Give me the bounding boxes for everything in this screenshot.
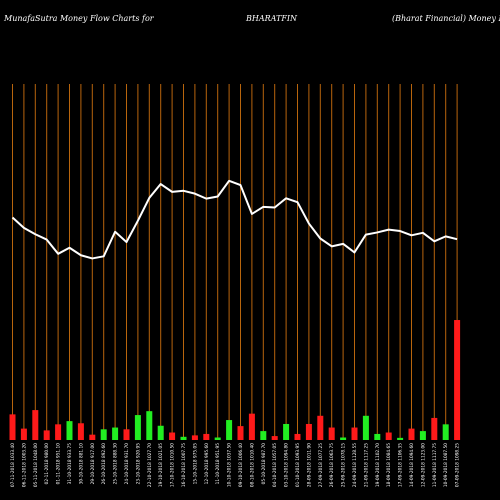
x-tick-label: 29-10-2018 917.00 (90, 443, 96, 485)
x-tick-label: 03-10-2018 1094.80 (284, 443, 290, 487)
x-tick-label: 24-09-2018 1128.55 (352, 443, 358, 487)
money-flow-bars (9, 320, 461, 440)
x-tick-label: 01-11-2018 951.10 (56, 443, 62, 485)
money-flow-bar (305, 423, 312, 440)
x-tick-label: 17-09-2018 1106.35 (398, 443, 404, 487)
money-flow-bar (146, 411, 153, 440)
money-flow-bar (408, 428, 415, 440)
money-flow-bar (89, 434, 96, 440)
x-tick-label: 08-10-2018 1010.40 (249, 443, 255, 487)
price-line (11, 179, 458, 260)
money-flow-bar (362, 415, 369, 440)
x-tick-label: 25-09-2018 1078.15 (341, 443, 347, 487)
x-tick-label: 14-09-2018 1094.60 (409, 443, 415, 487)
money-flow-bar (100, 429, 107, 440)
money-flow-bar (374, 433, 381, 440)
money-flow-bar (328, 427, 335, 440)
money-flow-bar (397, 437, 404, 440)
x-tick-label: 06-11-2018 1003.20 (21, 443, 27, 487)
x-tick-label: 01-10-2018 1093.95 (295, 443, 301, 487)
money-flow-bar (169, 432, 176, 440)
x-tick-label: 10-10-2018 1037.50 (227, 443, 233, 487)
money-flow-bar (112, 427, 119, 440)
x-tick-label: 26-10-2018 892.60 (101, 443, 107, 485)
x-tick-label: 21-09-2018 1117.25 (363, 443, 369, 487)
x-tick-label: 05-10-2018 987.70 (261, 443, 267, 485)
x-tick-label: 15-10-2018 975.05 (192, 443, 198, 485)
price-line-layer (11, 179, 458, 260)
x-tick-label: 27-09-2018 1077.25 (318, 443, 324, 487)
x-tick-label: 12-10-2018 995.60 (204, 443, 210, 485)
money-flow-bar (20, 428, 27, 440)
money-flow-bar (419, 431, 426, 440)
x-tick-label: 10-09-2018 1087.50 (443, 443, 449, 487)
x-tick-label: 19-10-2018 1021.05 (158, 443, 164, 487)
x-tick-label: 11-10-2018 951.95 (215, 443, 221, 485)
money-flow-bar (43, 430, 50, 440)
money-flow-bar (134, 415, 141, 440)
money-flow-bar (294, 433, 301, 440)
money-flow-bar (226, 420, 233, 440)
money-flow-bar (271, 436, 278, 440)
x-tick-label: 09-10-2018 1006.40 (238, 443, 244, 487)
company-title: (Bharat Financial) Money Flow (392, 14, 500, 23)
x-tick-label: 16-10-2018 1007.75 (181, 443, 187, 487)
x-tick-label: 17-10-2018 1010.50 (170, 443, 176, 487)
money-flow-bar (237, 426, 244, 440)
symbol-title: BHARATFIN (245, 14, 298, 23)
money-flow-bar (454, 320, 461, 440)
money-flow-bar (180, 436, 187, 440)
gridlines (12, 84, 458, 440)
money-flow-bar (248, 413, 255, 440)
money-flow-bar (340, 437, 347, 440)
money-flow-bar (442, 424, 449, 440)
x-tick-label: 05-11-2018 1048.00 (33, 443, 39, 487)
money-flow-bar (260, 431, 267, 440)
x-tick-label: 19-09-2018 1102.70 (375, 443, 381, 487)
money-flow-bar (32, 410, 39, 440)
x-tick-label: 24-10-2018 931.70 (124, 443, 130, 485)
x-tick-label: 11-09-2018 1117.75 (432, 443, 438, 487)
money-flow-bar (317, 415, 324, 440)
x-tick-label: 26-09-2018 1063.75 (329, 443, 335, 487)
money-flow-bar (431, 417, 438, 440)
money-flow-bar (123, 429, 130, 440)
x-tick-label: 04-10-2018 1057.05 (272, 443, 278, 487)
x-tick-label: 23-10-2018 920.95 (135, 443, 141, 485)
money-flow-bar (77, 423, 84, 440)
x-tick-label: 31-10-2018 933.75 (67, 443, 73, 485)
money-flow-bar (351, 427, 358, 440)
money-flow-bar (55, 424, 62, 440)
x-tick-label: 18-09-2018 1084.65 (386, 443, 392, 487)
money-flow-bar (191, 435, 198, 440)
money-flow-bar (385, 432, 392, 440)
money-flow-bar (214, 437, 221, 440)
money-flow-bar (203, 433, 210, 440)
x-tick-label: 02-11-2018 980.00 (44, 443, 50, 485)
brand-title: MunafaSutra Money Flow Charts for (3, 14, 155, 23)
x-tick-label: 07-11-2018 1033.40 (10, 443, 16, 487)
money-flow-bar (283, 423, 290, 440)
x-tick-label: 25-10-2018 888.30 (113, 443, 119, 485)
x-tick-label: 22-10-2018 1027.70 (147, 443, 153, 487)
x-tick-label: 12-09-2018 1123.00 (420, 443, 426, 487)
x-tick-label: 07-09-2018 1098.25 (455, 443, 461, 487)
x-tick-label: 28-09-2018 1011.90 (306, 443, 312, 487)
money-flow-bar (66, 421, 73, 440)
x-axis-labels: 07-11-2018 1033.40 06-11-2018 1003.20 05-1… (10, 443, 461, 487)
x-tick-label: 30-10-2018 881.10 (78, 443, 84, 485)
money-flow-bar (157, 425, 164, 440)
money-flow-bar (9, 414, 16, 440)
